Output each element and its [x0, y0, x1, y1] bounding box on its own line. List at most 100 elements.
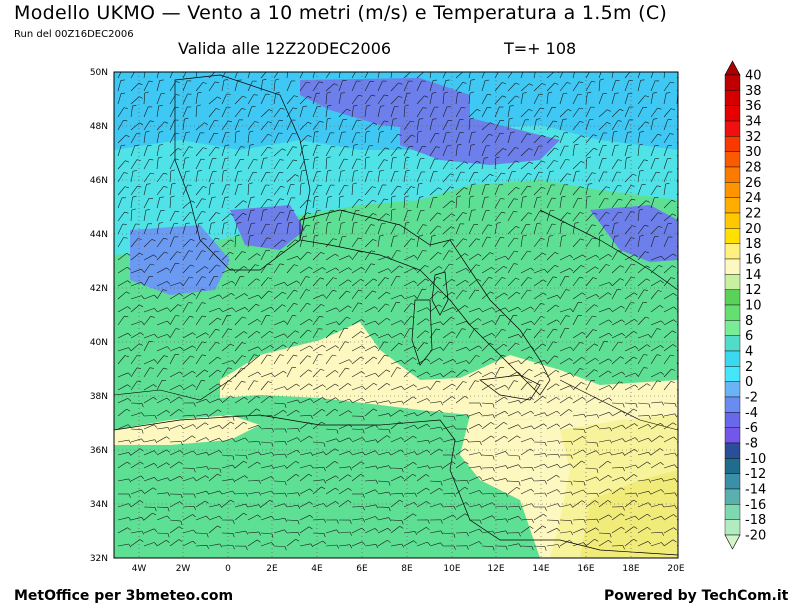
wind-barb-flag [479, 466, 483, 471]
wind-barb-flag [515, 95, 520, 98]
wind-barb-flag [244, 397, 248, 400]
wind-barb-flag [505, 505, 508, 510]
wind-barb [507, 160, 516, 170]
wind-barb [481, 384, 492, 391]
wind-barb-flag [453, 493, 456, 497]
wind-barb [403, 384, 414, 391]
wind-barb-flag [674, 492, 678, 497]
wind-barb [650, 93, 654, 105]
wind-barb [169, 424, 181, 430]
wind-barb-flag [189, 315, 194, 318]
wind-barb-flag [267, 146, 272, 149]
wind-barb [169, 106, 176, 118]
wind-barb-flag [660, 320, 665, 324]
wind-barb [338, 146, 345, 157]
wind-barb-flag [375, 504, 379, 509]
wind-barb [130, 209, 133, 222]
wind-barb [663, 213, 673, 222]
wind-barb [650, 290, 659, 300]
wind-barb-flag [164, 251, 169, 254]
wind-barb-flag [254, 121, 259, 123]
wind-barb [585, 266, 596, 274]
wind-barb-flag [644, 251, 649, 254]
wind-barb-flag [166, 320, 171, 325]
wind-barb [416, 146, 423, 157]
wind-barb [195, 266, 205, 274]
wind-barb [364, 239, 374, 248]
wind-barb [507, 424, 519, 430]
wind-barb [247, 479, 260, 482]
wind-barb-flag [464, 486, 469, 490]
wind-barb [559, 223, 562, 235]
wind-barb-flag [594, 369, 598, 372]
wind-barb [260, 372, 272, 378]
wind-barb [663, 145, 669, 157]
wind-barb-flag [336, 438, 340, 442]
wind-barb-flag [422, 288, 427, 290]
wind-barb [637, 225, 645, 235]
wind-barb-flag [164, 121, 169, 124]
colorbar-label: 14 [745, 268, 762, 283]
wind-barb [260, 210, 264, 222]
wind-barb-flag [518, 334, 522, 338]
wind-barb [169, 461, 180, 469]
wind-barb-flag [241, 380, 246, 383]
wind-barb-flag [383, 341, 388, 343]
wind-barb-flag [214, 120, 219, 122]
wind-barb-flag [387, 539, 391, 543]
wind-barb-flag [492, 530, 496, 535]
wind-barb [468, 238, 477, 248]
wind-barb-flag [609, 533, 612, 538]
wind-barb [156, 93, 162, 105]
wind-barb-flag [180, 282, 184, 286]
wind-barb-flag [648, 479, 652, 484]
wind-barb [338, 267, 349, 274]
wind-barb-flag [347, 500, 352, 503]
wind-barb-flag [660, 371, 665, 376]
wind-barb-flag [232, 533, 235, 538]
wind-barb [377, 106, 381, 118]
wind-barb-flag [391, 208, 396, 211]
wind-barb-flag [192, 424, 197, 428]
wind-barb [559, 236, 563, 248]
wind-barb-flag [205, 500, 209, 504]
wind-barb-flag [464, 369, 468, 372]
wind-barb [117, 398, 129, 404]
wind-barb-flag [242, 95, 247, 98]
wind-barb-flag [502, 95, 507, 98]
wind-barb [195, 380, 202, 391]
wind-barb [208, 264, 217, 274]
wind-barb [481, 545, 494, 547]
wind-barb-flag [633, 538, 638, 542]
wind-barb [442, 477, 454, 482]
wind-barb [585, 467, 598, 470]
wind-barb [299, 199, 308, 209]
wind-barb [299, 414, 312, 417]
wind-barb-flag [607, 460, 612, 464]
wind-barb [221, 421, 231, 430]
wind-barb [247, 145, 251, 157]
wind-barb-flag [686, 462, 689, 464]
wind-barb-flag [193, 414, 196, 419]
wind-barb [416, 398, 428, 404]
wind-barb-flag [557, 454, 560, 458]
wind-barb [273, 370, 284, 378]
wind-barb-flag [154, 439, 158, 444]
wind-barb [650, 236, 655, 248]
wind-barb [208, 81, 216, 92]
wind-barb [299, 303, 307, 313]
wind-barb-flag [445, 79, 450, 81]
wind-barb [221, 328, 229, 339]
wind-barb-flag [582, 489, 587, 494]
wind-barb-flag [388, 256, 392, 260]
wind-barb [494, 343, 504, 352]
wind-barb-flag [462, 381, 467, 383]
wind-barb-flag [595, 397, 599, 400]
wind-barb [546, 544, 558, 547]
wind-barb [325, 184, 331, 196]
wind-barb [234, 212, 244, 222]
wind-barb [650, 225, 659, 235]
wind-barb-flag [175, 315, 180, 317]
wind-barb-flag [346, 108, 351, 111]
wind-barb [312, 294, 324, 300]
